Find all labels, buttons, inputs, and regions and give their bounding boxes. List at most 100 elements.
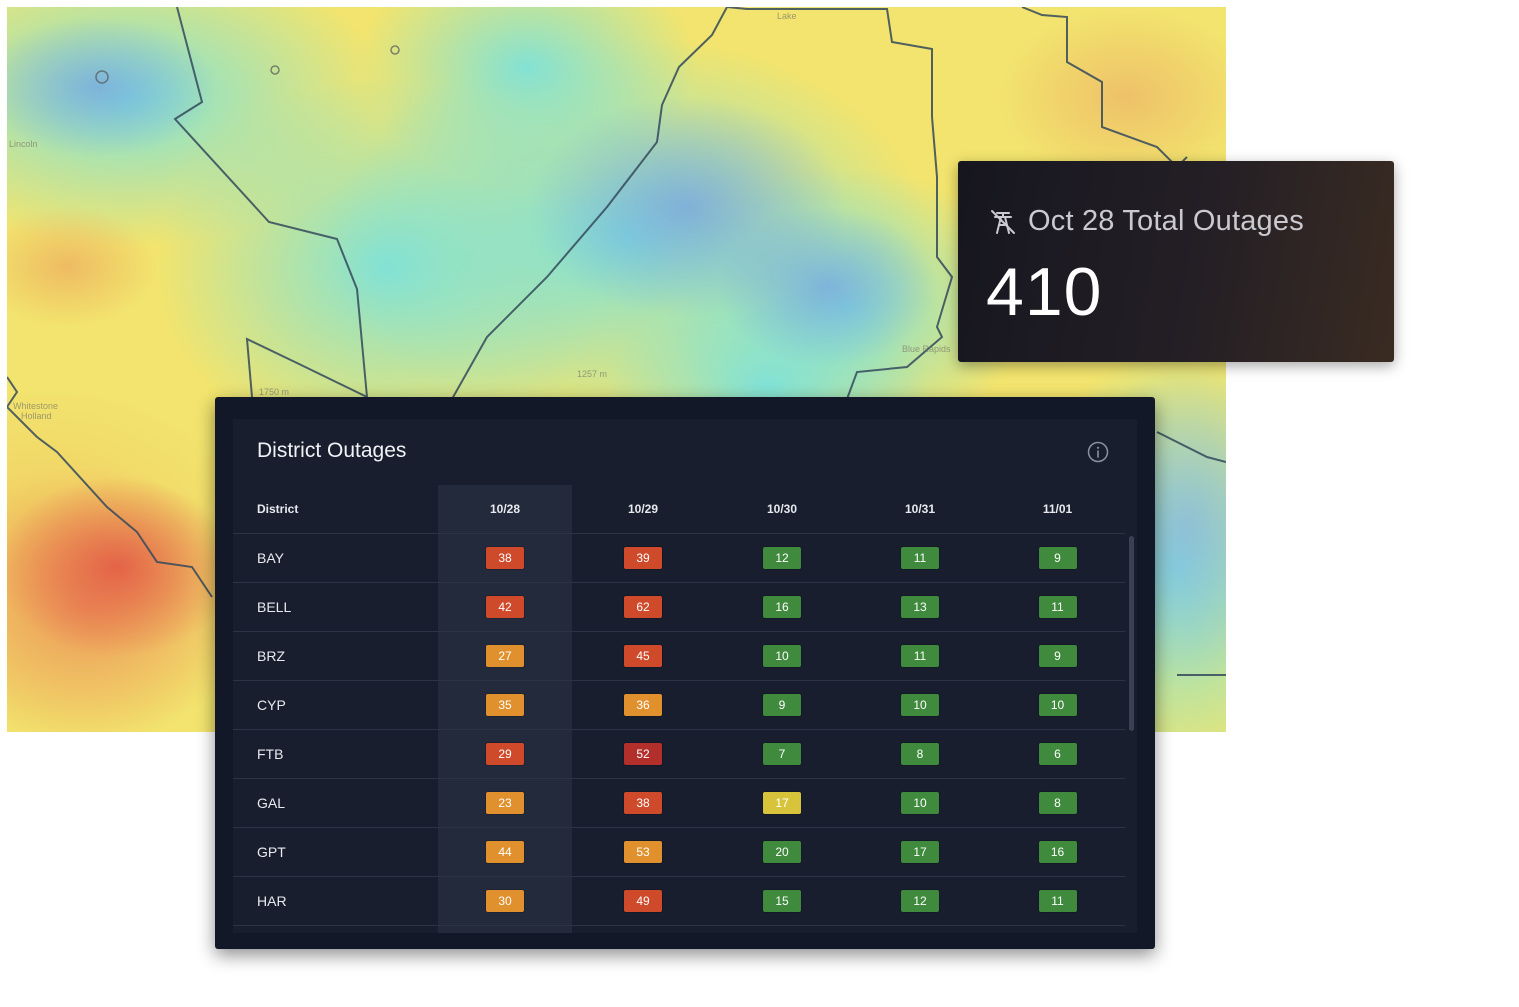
outage-count-badge[interactable]: 10 [763,645,801,667]
outage-cell: 30 [438,876,572,926]
map-highway-marker [95,70,109,84]
outage-count-badge[interactable]: 23 [486,792,524,814]
outage-count-badge[interactable]: 11 [1038,596,1077,618]
table-row[interactable]: CYP 35 36 9 10 10 [233,680,1125,730]
map-label-lincoln: Lincoln [9,139,38,149]
outage-cell: 38 [438,533,572,583]
table-row[interactable]: GPT 44 53 20 17 16 [233,827,1125,877]
district-name: CYP [233,680,438,730]
county-line-west [173,7,369,399]
outage-cell: 13 [850,582,990,632]
outage-count-badge[interactable]: 45 [624,645,662,667]
outage-cell: 10 [850,778,990,828]
outage-count-badge[interactable]: 11 [901,645,939,667]
outage-count-badge[interactable]: 20 [763,841,801,863]
outage-count-badge[interactable]: 44 [486,841,524,863]
outage-count-badge[interactable]: 49 [624,890,662,912]
outage-cell: 38 [572,778,714,828]
outage-count-badge[interactable]: 8 [1038,792,1077,814]
table-row[interactable]: HAR 30 49 15 12 11 [233,876,1125,926]
outage-cell: 39 [572,533,714,583]
district-name: HAR [233,876,438,926]
table-row[interactable]: FTB 29 52 7 8 6 [233,729,1125,779]
outage-cell: 17 [850,827,990,877]
map-label-whitestone: Whitestone [13,401,58,411]
outage-count-badge[interactable]: 12 [763,547,801,569]
outage-cell: 16 [990,827,1125,877]
outage-cell: 7 [714,729,850,779]
outage-count-badge[interactable]: 7 [763,743,801,765]
outage-count-badge[interactable]: 15 [763,890,801,912]
outage-count-badge[interactable]: 29 [486,743,524,765]
table-scrollbar[interactable] [1129,536,1134,731]
map-label-1750: 1750 m [259,387,289,397]
outage-count-badge[interactable]: 52 [624,743,662,765]
outage-count-badge[interactable]: 10 [901,792,939,814]
outage-count-badge[interactable]: 53 [624,841,662,863]
outage-count-badge[interactable]: 6 [1038,743,1077,765]
outage-cell: 45 [572,631,714,681]
outage-count-badge[interactable]: 36 [624,694,662,716]
table-row[interactable]: BELL 42 62 16 13 11 [233,582,1125,632]
outage-cell: 29 [438,729,572,779]
district-outages-card: District Outages District 10/28 10/29 [215,397,1155,949]
map-city-marker [390,45,400,55]
outage-count-badge[interactable]: 10 [901,694,939,716]
outage-cell: 49 [572,876,714,926]
district-name: BAY [233,533,438,583]
outage-count-badge[interactable]: 35 [486,694,524,716]
outage-count-badge[interactable]: 42 [486,596,524,618]
county-line-northeast [1021,7,1188,169]
outage-cell: 44 [438,827,572,877]
table-row[interactable]: BAY 38 39 12 11 9 [233,533,1125,583]
column-header-date[interactable]: 10/29 [572,485,714,534]
outage-cell: 62 [572,582,714,632]
outage-cell: 9 [990,631,1125,681]
outage-count-badge[interactable]: 9 [1038,547,1077,569]
outage-count-badge[interactable]: 9 [763,694,801,716]
outage-count-badge[interactable]: 11 [1038,890,1077,912]
table-header-row: District 10/28 10/29 10/30 10/31 11/01 [233,485,1125,534]
outage-count-badge[interactable]: 16 [1038,841,1077,863]
map-label-lake: Lake [777,11,797,21]
outage-count-badge[interactable]: 12 [901,890,939,912]
outage-count-badge[interactable]: 10 [1038,694,1077,716]
district-outages-title: District Outages [257,439,407,462]
district-name: FTB [233,729,438,779]
outage-count-badge[interactable]: 62 [624,596,662,618]
outage-count-badge[interactable]: 17 [901,841,939,863]
map-label-blue-rapids: Blue Rapids [902,344,951,354]
outage-cell: 53 [572,827,714,877]
map-label-1257: 1257 m [577,369,607,379]
outage-count-badge[interactable]: 13 [901,596,939,618]
outage-count-badge[interactable]: 39 [624,547,662,569]
outage-cell: 36 [572,680,714,730]
outage-map[interactable]: Lake Lincoln 1257 m 1750 m Blue Rapids W… [7,7,1226,732]
district-name: GPT [233,827,438,877]
outage-count-badge[interactable]: 17 [763,792,801,814]
table-row[interactable]: BRZ 27 45 10 11 9 [233,631,1125,681]
column-header-date[interactable]: 11/01 [990,485,1125,534]
outage-count-badge[interactable]: 38 [624,792,662,814]
outage-cell: 52 [572,729,714,779]
column-header-date[interactable]: 10/28 [438,485,572,534]
outage-cell: 12 [850,876,990,926]
district-outages-table: District 10/28 10/29 10/30 10/31 11/01 B… [233,485,1125,926]
outage-count-badge[interactable]: 8 [901,743,939,765]
outage-count-badge[interactable]: 16 [763,596,801,618]
table-row[interactable]: GAL 23 38 17 10 8 [233,778,1125,828]
outage-cell: 42 [438,582,572,632]
outage-count-badge[interactable]: 11 [901,547,939,569]
column-header-district[interactable]: District [233,485,438,534]
outage-count-badge[interactable]: 30 [486,890,524,912]
outage-cell: 11 [850,631,990,681]
outage-count-badge[interactable]: 27 [486,645,524,667]
district-name: GAL [233,778,438,828]
info-icon[interactable] [1087,441,1109,463]
outage-count-badge[interactable]: 9 [1038,645,1077,667]
outage-count-badge[interactable]: 38 [486,547,524,569]
column-header-date[interactable]: 10/30 [714,485,850,534]
district-name: BELL [233,582,438,632]
column-header-date[interactable]: 10/31 [850,485,990,534]
total-outages-value: 410 [986,254,1103,330]
